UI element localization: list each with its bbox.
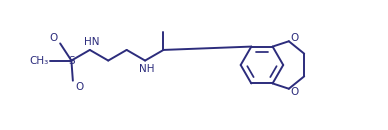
Text: NH: NH bbox=[139, 64, 154, 74]
Text: CH₃: CH₃ bbox=[29, 56, 48, 66]
Text: O: O bbox=[75, 82, 83, 92]
Text: O: O bbox=[291, 87, 299, 97]
Text: HN: HN bbox=[83, 37, 99, 47]
Text: S: S bbox=[68, 56, 75, 66]
Text: O: O bbox=[291, 33, 299, 43]
Text: O: O bbox=[50, 33, 58, 43]
